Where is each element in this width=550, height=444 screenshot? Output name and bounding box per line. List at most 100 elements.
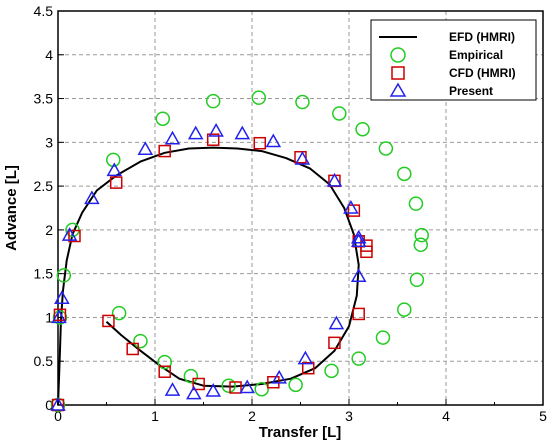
cfd-point <box>328 336 341 350</box>
cfd-point <box>109 176 123 189</box>
legend-swatch-present <box>389 82 407 97</box>
empirical-point <box>409 272 425 288</box>
present-point <box>50 396 66 411</box>
x-tick-label: 5 <box>539 408 547 424</box>
cfd-point <box>294 150 307 164</box>
y-tick-label: 3 <box>45 134 53 150</box>
present-point <box>84 190 100 205</box>
empirical-point <box>413 237 429 253</box>
legend-box <box>370 19 537 101</box>
empirical-point <box>111 305 127 321</box>
legend-label-present: Present <box>449 84 493 98</box>
empirical-point <box>355 121 370 137</box>
data-layer <box>50 90 429 413</box>
y-tick-label: 1.5 <box>34 266 54 282</box>
x-tick-label: 3 <box>345 408 353 424</box>
cfd-point <box>229 381 242 394</box>
empirical-point <box>155 111 171 126</box>
present-point <box>51 309 67 324</box>
x-tick-label: 4 <box>442 408 450 424</box>
present-point <box>164 130 181 145</box>
y-tick-label: 0 <box>45 397 53 413</box>
cfd-point <box>206 133 220 146</box>
x-axis-title: Transfer [L] <box>259 424 342 441</box>
present-point <box>234 125 251 140</box>
present-point <box>61 227 78 241</box>
cfd-point <box>126 342 139 356</box>
cfd-point <box>360 245 373 259</box>
present-point <box>326 172 343 187</box>
empirical-point <box>221 378 236 393</box>
empirical-point <box>397 302 412 317</box>
empirical-point <box>375 330 391 345</box>
empirical-point <box>56 268 72 283</box>
present-point <box>205 382 221 397</box>
present-point <box>137 141 154 156</box>
present-point <box>297 350 314 365</box>
cfd-point <box>158 365 171 378</box>
series-triangle <box>50 122 367 411</box>
present-point <box>106 162 123 177</box>
present-point <box>54 290 70 304</box>
present-point <box>350 229 367 244</box>
present-point <box>186 385 202 400</box>
cfd-point <box>347 204 361 217</box>
y-tick-label: 4.5 <box>34 3 54 19</box>
series-circle <box>50 90 429 413</box>
empirical-point <box>133 333 148 349</box>
present-point <box>343 199 359 214</box>
present-point <box>208 122 224 137</box>
legend: EFD (HMRI) Empirical CFD (HMRI) Present <box>370 19 537 101</box>
present-point <box>294 150 311 165</box>
empirical-point <box>378 141 394 156</box>
x-tick-label: 2 <box>248 408 256 424</box>
cfd-point <box>102 314 115 328</box>
legend-swatch-empirical <box>390 47 406 63</box>
empirical-point <box>157 354 172 370</box>
y-tick-label: 2.5 <box>34 178 54 194</box>
y-tick-label: 0.5 <box>34 353 54 369</box>
empirical-point <box>288 377 303 393</box>
legend-label-empirical: Empirical <box>449 48 503 62</box>
y-tick-label: 4 <box>45 47 53 63</box>
present-point <box>350 233 367 248</box>
empirical-point <box>351 351 366 366</box>
present-point <box>271 369 287 384</box>
empirical-point <box>414 227 429 243</box>
axis-ticks: 0 1 2 3 4 5 0 0.5 1 1.5 2 2.5 3 3.5 4 4.5 <box>34 3 548 424</box>
y-tick-label: 3.5 <box>34 91 54 107</box>
empirical-point <box>254 381 269 397</box>
cfd-point <box>53 308 67 322</box>
cfd-point <box>158 144 171 158</box>
empirical-point <box>183 368 199 384</box>
empirical-point <box>251 90 267 105</box>
present-point <box>350 268 367 283</box>
empirical-point <box>324 363 339 379</box>
legend-swatch-cfd <box>391 66 405 80</box>
y-tick-label: 2 <box>45 222 53 238</box>
present-point <box>187 125 204 140</box>
empirical-point <box>52 310 68 325</box>
present-point <box>239 379 255 394</box>
cfd-point <box>253 136 267 150</box>
present-point <box>265 133 282 148</box>
cfd-point <box>68 229 81 243</box>
empirical-point <box>205 93 221 109</box>
cfd-point <box>192 377 205 391</box>
legend-label-efd: EFD (HMRI) <box>449 30 515 44</box>
empirical-point <box>295 94 310 110</box>
cfd-point <box>302 361 315 375</box>
cfd-point <box>352 307 365 321</box>
present-point <box>164 382 181 396</box>
y-tick-label: 1 <box>45 309 53 325</box>
y-axis-title: Advance [L] <box>3 165 20 251</box>
empirical-point <box>397 166 412 182</box>
series-square <box>51 133 373 412</box>
present-point <box>328 315 345 330</box>
empirical-point <box>332 106 347 121</box>
x-tick-label: 0 <box>54 408 62 424</box>
empirical-point <box>408 196 424 211</box>
legend-label-cfd: CFD (HMRI) <box>449 66 516 80</box>
x-tick-label: 1 <box>151 408 159 424</box>
